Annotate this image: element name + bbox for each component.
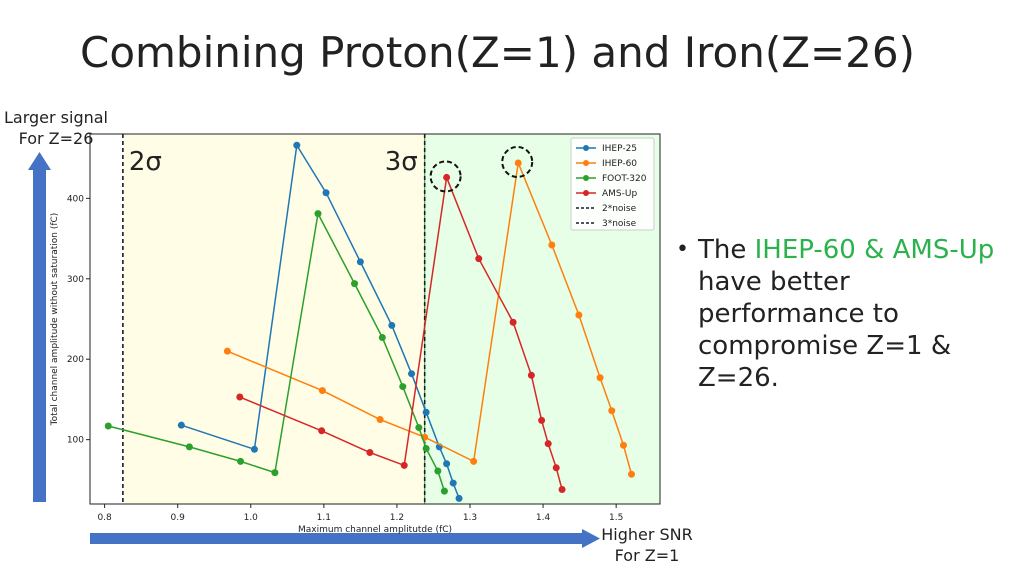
larger-signal-label: Larger signal For Z=26 xyxy=(0,107,112,149)
data-point-ihep-25 xyxy=(449,479,457,487)
data-point-ihep-60 xyxy=(376,416,384,424)
data-point-foot-320 xyxy=(440,487,448,495)
data-point-ihep-60 xyxy=(318,387,326,395)
data-point-ams-up xyxy=(318,427,326,435)
data-point-foot-320 xyxy=(104,422,112,430)
x-tick-label: 1.2 xyxy=(390,513,404,523)
region-2sigma xyxy=(122,134,425,504)
data-point-ihep-25 xyxy=(177,421,185,429)
larger-signal-line2: For Z=26 xyxy=(18,129,94,148)
left-arrow-head-icon xyxy=(28,152,51,170)
legend-box xyxy=(570,137,655,231)
legend-label-3-noise: 3*noise xyxy=(602,219,637,229)
data-point-ams-up xyxy=(509,318,517,326)
data-point-ihep-25 xyxy=(250,445,258,453)
higher-snr-line1: Higher SNR xyxy=(601,525,693,544)
series-line-ihep-60 xyxy=(227,160,633,475)
larger-signal-line1: Larger signal xyxy=(3,108,108,127)
data-point-ihep-25 xyxy=(322,189,330,197)
left-arrow-shaft xyxy=(33,168,46,502)
bullet-dot-icon: • xyxy=(676,237,689,262)
legend-label-foot-320: FOOT-320 xyxy=(602,174,647,184)
bottom-arrow-head-icon xyxy=(582,529,600,548)
bullet-highlight: IHEP-60 & AMS-Up xyxy=(754,235,995,265)
data-point-ams-up xyxy=(544,440,552,448)
bullet-text: The IHEP-60 & AMS-Up have better perform… xyxy=(676,234,1006,394)
bullet-prefix: The xyxy=(698,235,755,265)
data-point-foot-320 xyxy=(237,457,245,465)
data-point-foot-320 xyxy=(185,443,193,451)
data-point-ams-up xyxy=(400,461,408,469)
data-point-ihep-60 xyxy=(548,241,556,249)
bottom-arrow-shaft xyxy=(90,533,584,544)
data-point-ihep-25 xyxy=(356,258,364,266)
data-point-ams-up xyxy=(475,255,483,263)
data-point-ihep-60 xyxy=(628,470,635,478)
slide-title: Combining Proton(Z=1) and Iron(Z=26) xyxy=(80,28,915,77)
x-tick-label: 1.3 xyxy=(463,513,477,523)
higher-snr-line2: For Z=1 xyxy=(614,546,680,565)
data-point-ams-up xyxy=(527,371,535,379)
data-point-ihep-25 xyxy=(455,494,463,502)
legend: IHEP-25 IHEP-60 FOOT-320 AMS-Up 2*noise 3*noi… xyxy=(570,137,655,231)
data-point-foot-320 xyxy=(422,445,430,452)
data-point-ams-up xyxy=(366,449,374,457)
x-tick-label: 1.0 xyxy=(244,513,259,523)
legend-marker-ihep-25 xyxy=(583,145,589,151)
legend-marker-foot-320 xyxy=(583,175,589,181)
data-point-ihep-60 xyxy=(575,311,583,319)
data-point-ams-up xyxy=(552,464,560,472)
series-line-ams-up xyxy=(239,174,563,490)
data-point-foot-320 xyxy=(271,469,279,477)
highlight-circle-2 xyxy=(501,145,534,178)
x-axis-label: Maximum channel amplitutde (fC) xyxy=(298,525,452,535)
bullet-point: • The IHEP-60 & AMS-Up have better perfo… xyxy=(676,234,1006,394)
x-tick-label: 1.5 xyxy=(609,513,623,523)
legend-marker-ihep-60 xyxy=(583,160,589,166)
sigma-label-2: 2σ xyxy=(129,147,162,177)
data-point-ams-up xyxy=(538,416,546,424)
highlight-circle-1 xyxy=(429,160,462,193)
legend-label-ihep-60: IHEP-60 xyxy=(602,159,637,169)
data-point-ihep-60 xyxy=(608,407,616,415)
data-point-ihep-25 xyxy=(422,408,430,416)
data-point-foot-320 xyxy=(314,210,322,218)
plot-frame xyxy=(89,133,661,505)
bullet-suffix: have better performance to compromise Z=… xyxy=(698,267,952,393)
y-tick-label: 400 xyxy=(67,194,84,204)
data-point-foot-320 xyxy=(415,424,423,432)
legend-label-ams-up: AMS-Up xyxy=(602,189,637,199)
y-tick-label: 200 xyxy=(67,355,84,365)
x-tick-label: 1.4 xyxy=(536,513,551,523)
data-point-foot-320 xyxy=(399,383,407,391)
x-tick-label: 1.1 xyxy=(317,513,331,523)
legend-label-2-noise: 2*noise xyxy=(602,204,637,214)
data-point-ihep-25 xyxy=(388,321,396,329)
data-point-ams-up xyxy=(236,393,244,401)
data-point-ihep-25 xyxy=(443,460,451,468)
x-tick-label: 0.8 xyxy=(97,513,112,523)
legend-marker-ams-up xyxy=(583,190,589,196)
sigma-label-3: 3σ xyxy=(385,147,418,177)
data-point-ams-up xyxy=(558,486,566,494)
data-point-ihep-60 xyxy=(596,374,604,382)
y-tick-label: 100 xyxy=(67,436,84,446)
data-point-foot-320 xyxy=(434,467,442,475)
data-point-ihep-60 xyxy=(223,347,231,355)
legend-label-ihep-25: IHEP-25 xyxy=(602,144,637,154)
data-point-ihep-60 xyxy=(470,457,478,465)
data-point-ihep-60 xyxy=(514,159,522,167)
y-axis-label: Total channel amplitude without saturati… xyxy=(50,213,60,427)
series-line-foot-320 xyxy=(108,211,446,492)
x-tick-label: 0.9 xyxy=(171,513,186,523)
data-point-foot-320 xyxy=(351,280,359,288)
data-point-ihep-60 xyxy=(619,441,627,449)
data-point-ihep-25 xyxy=(408,370,416,378)
data-point-ihep-25 xyxy=(293,141,301,149)
data-point-foot-320 xyxy=(378,334,386,341)
higher-snr-label: Higher SNR For Z=1 xyxy=(588,524,706,566)
y-tick-label: 300 xyxy=(67,275,84,285)
data-point-ams-up xyxy=(443,173,451,181)
